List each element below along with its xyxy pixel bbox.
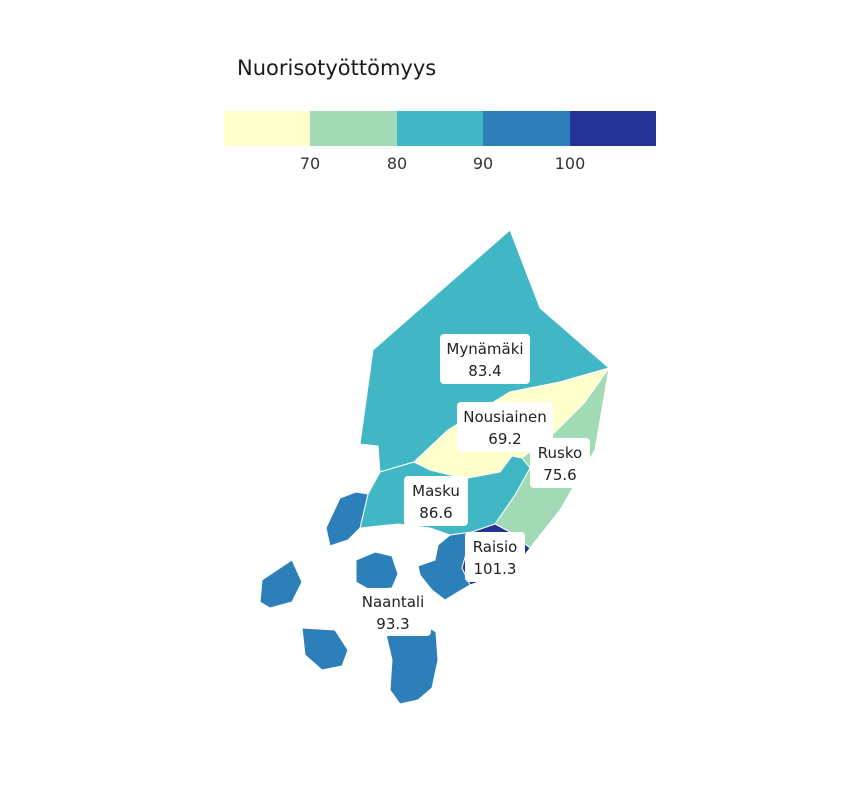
- label-rusko-value: 75.6: [543, 466, 576, 484]
- region-naantali-island-south[interactable]: [301, 627, 349, 671]
- legend-swatch-4: [483, 111, 570, 146]
- legend-swatch-3: [396, 111, 484, 146]
- label-raisio-name: Raisio: [473, 538, 518, 556]
- legend-color-bar: [224, 111, 657, 146]
- legend-swatch-2: [310, 111, 397, 146]
- label-raisio: Raisio 101.3: [465, 532, 525, 582]
- label-nousiainen-name: Nousiainen: [463, 408, 547, 426]
- label-mynamaki: Mynämäki 83.4: [440, 334, 530, 384]
- label-raisio-value: 101.3: [474, 560, 517, 578]
- label-mynamaki-name: Mynämäki: [446, 340, 523, 358]
- legend-swatch-5: [569, 111, 657, 146]
- legend-tick-70: 70: [299, 154, 321, 173]
- region-naantali-island-center[interactable]: [355, 551, 399, 591]
- label-masku: Masku 86.6: [404, 476, 468, 526]
- legend-tick-80: 80: [386, 154, 408, 173]
- region-naantali-island-west[interactable]: [259, 559, 303, 609]
- legend-title: Nuorisotyöttömyys: [237, 56, 437, 80]
- legend-tick-100: 100: [554, 154, 586, 173]
- label-masku-name: Masku: [412, 482, 460, 500]
- legend-tick-90: 90: [472, 154, 494, 173]
- region-naantali-island-north[interactable]: [325, 491, 369, 547]
- label-naantali-value: 93.3: [376, 615, 409, 633]
- legend-swatch-1: [224, 111, 311, 146]
- label-rusko: Rusko 75.6: [530, 438, 590, 488]
- label-naantali: Naantali 93.3: [355, 588, 431, 636]
- label-nousiainen: Nousiainen 69.2: [457, 402, 553, 452]
- label-mynamaki-value: 83.4: [468, 362, 501, 380]
- label-nousiainen-value: 69.2: [488, 430, 521, 448]
- label-naantali-name: Naantali: [362, 593, 425, 611]
- label-rusko-name: Rusko: [538, 444, 582, 462]
- label-masku-value: 86.6: [419, 504, 452, 522]
